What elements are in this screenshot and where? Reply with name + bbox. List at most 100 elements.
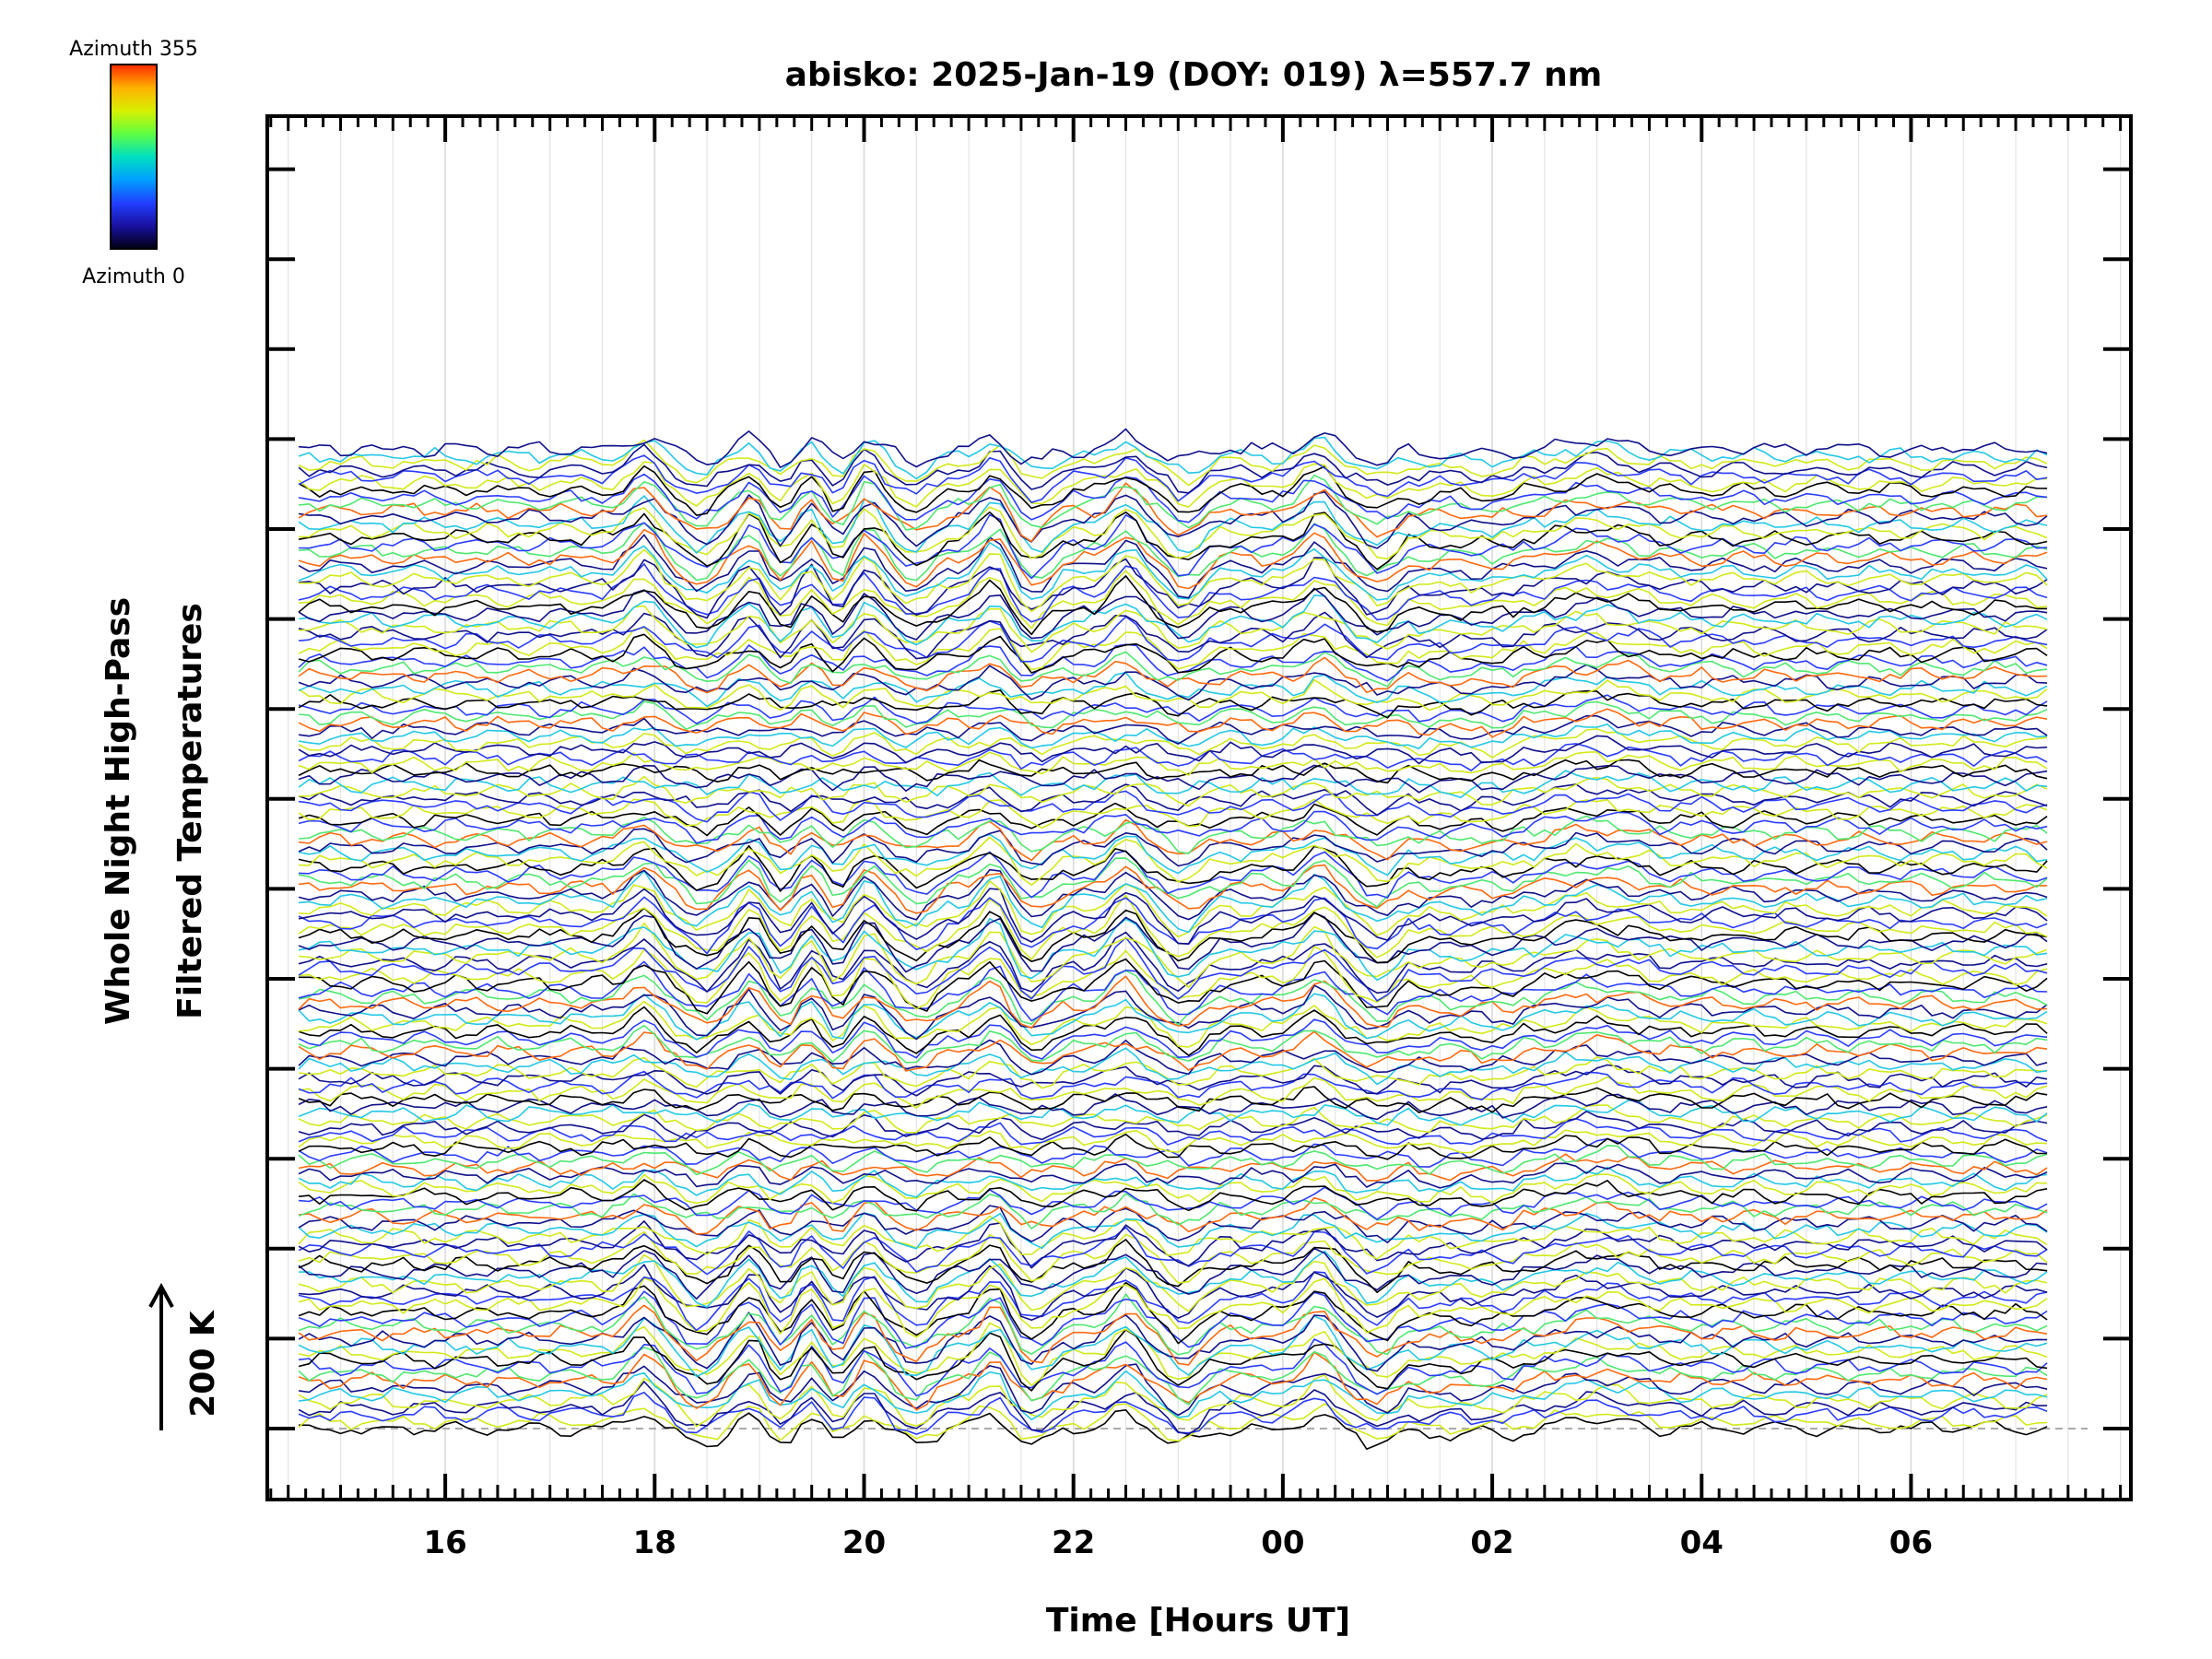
- scale-arrow-head: [148, 1282, 174, 1308]
- series-line: [299, 474, 2048, 531]
- series-line: [298, 465, 2048, 516]
- series-line: [298, 1118, 2048, 1146]
- series-line: [298, 1129, 2048, 1154]
- series-line: [298, 960, 2048, 1022]
- chart-title: abisko: 2025-Jan-19 (DOY: 019) λ=557.7 n…: [785, 56, 1603, 94]
- series-line: [299, 850, 2048, 899]
- series-line: [298, 1030, 2048, 1072]
- series-line: [298, 833, 2048, 877]
- series-line: [299, 1179, 2048, 1212]
- colorbar: Azimuth 355 Azimuth 0: [69, 38, 198, 288]
- series-line: [298, 587, 2048, 641]
- series-line: [298, 790, 2048, 823]
- series-line: [299, 570, 2048, 629]
- series-line: [298, 1226, 2048, 1276]
- series-line: [298, 975, 2048, 1029]
- series-line: [298, 1173, 2048, 1205]
- series-line: [299, 1264, 2048, 1321]
- series-line: [299, 700, 2048, 731]
- series-line: [299, 548, 2048, 613]
- series-line: [298, 1363, 2048, 1417]
- series-line: [298, 1166, 2048, 1198]
- series-line: [298, 1145, 2048, 1176]
- series-line: [298, 1392, 2048, 1435]
- series-line: [298, 970, 2048, 1026]
- series-line: [299, 836, 2048, 887]
- series-line: [298, 888, 2048, 945]
- series-line: [298, 764, 2048, 794]
- series-line: [298, 461, 2048, 508]
- series-line: [298, 1153, 2048, 1182]
- series-line: [298, 894, 2048, 960]
- series-line: [299, 557, 2048, 619]
- series-line: [299, 1409, 2048, 1450]
- series-line: [299, 522, 2048, 582]
- x-tick-label: 16: [423, 1524, 466, 1561]
- colorbar-bottom-label: Azimuth 0: [82, 265, 185, 288]
- series-line: [298, 443, 2048, 494]
- series-line: [299, 818, 2048, 862]
- series-line: [298, 529, 2048, 590]
- series-line: [298, 1110, 2048, 1141]
- series-line: [298, 1381, 2048, 1435]
- series-line: [298, 454, 2048, 503]
- series-line: [298, 1230, 2048, 1284]
- series-line: [299, 880, 2048, 938]
- series-line: [298, 611, 2048, 660]
- series-line: [298, 918, 2048, 982]
- series-line: [298, 802, 2048, 837]
- series-line: [298, 868, 2048, 921]
- series-line: [298, 1253, 2048, 1312]
- series-line: [298, 1328, 2048, 1392]
- x-tick-label: 22: [1052, 1524, 1095, 1561]
- series-line: [298, 1100, 2048, 1126]
- series-line: [298, 770, 2048, 799]
- series-line: [298, 1403, 2048, 1442]
- series-line: [299, 594, 2048, 649]
- series-line: [298, 627, 2048, 671]
- series-line: [298, 759, 2048, 784]
- series-line: [299, 506, 2048, 560]
- series-line: [298, 643, 2048, 682]
- series-line: [298, 1093, 2048, 1121]
- series-line: [298, 896, 2048, 955]
- series-line: [298, 735, 2048, 765]
- series-line: [299, 815, 2048, 854]
- series-line: [298, 1205, 2048, 1243]
- series-line: [299, 870, 2048, 934]
- series-line: [298, 436, 2048, 480]
- series-line: [299, 864, 2048, 914]
- colorbar-gradient: [110, 64, 158, 250]
- series-line: [298, 1076, 2048, 1109]
- series-line: [298, 1006, 2048, 1056]
- series-line: [298, 1039, 2048, 1076]
- y-axis-label-line1: Whole Night High-Pass: [100, 597, 137, 1025]
- series-line: [298, 542, 2048, 601]
- series-line: [298, 783, 2048, 817]
- series-line: [298, 1347, 2048, 1406]
- series-line: [298, 1024, 2048, 1064]
- x-tick-label: 18: [633, 1524, 677, 1561]
- series-line: [298, 1281, 2048, 1345]
- series-line: [299, 1370, 2048, 1421]
- series-line: [298, 511, 2048, 571]
- series-line: [298, 798, 2048, 830]
- series-line: [298, 575, 2048, 636]
- series-line: [298, 689, 2048, 719]
- series-line: [298, 534, 2048, 599]
- x-tick-label: 04: [1680, 1524, 1724, 1561]
- series-line: [298, 844, 2048, 892]
- series-line: [298, 931, 2048, 994]
- colorbar-top-label: Azimuth 355: [69, 38, 198, 61]
- series-line: [299, 958, 2048, 1015]
- series-line: [298, 1047, 2048, 1086]
- series-line: [299, 513, 2048, 580]
- series-line: [298, 907, 2048, 964]
- series-line: [299, 775, 2048, 806]
- series-line: [298, 1212, 2048, 1250]
- series-line: [298, 708, 2048, 738]
- series-line: [298, 678, 2048, 712]
- series-line: [298, 1239, 2048, 1293]
- scale-arrow: 200 K: [148, 1282, 222, 1430]
- series-line: [298, 473, 2048, 524]
